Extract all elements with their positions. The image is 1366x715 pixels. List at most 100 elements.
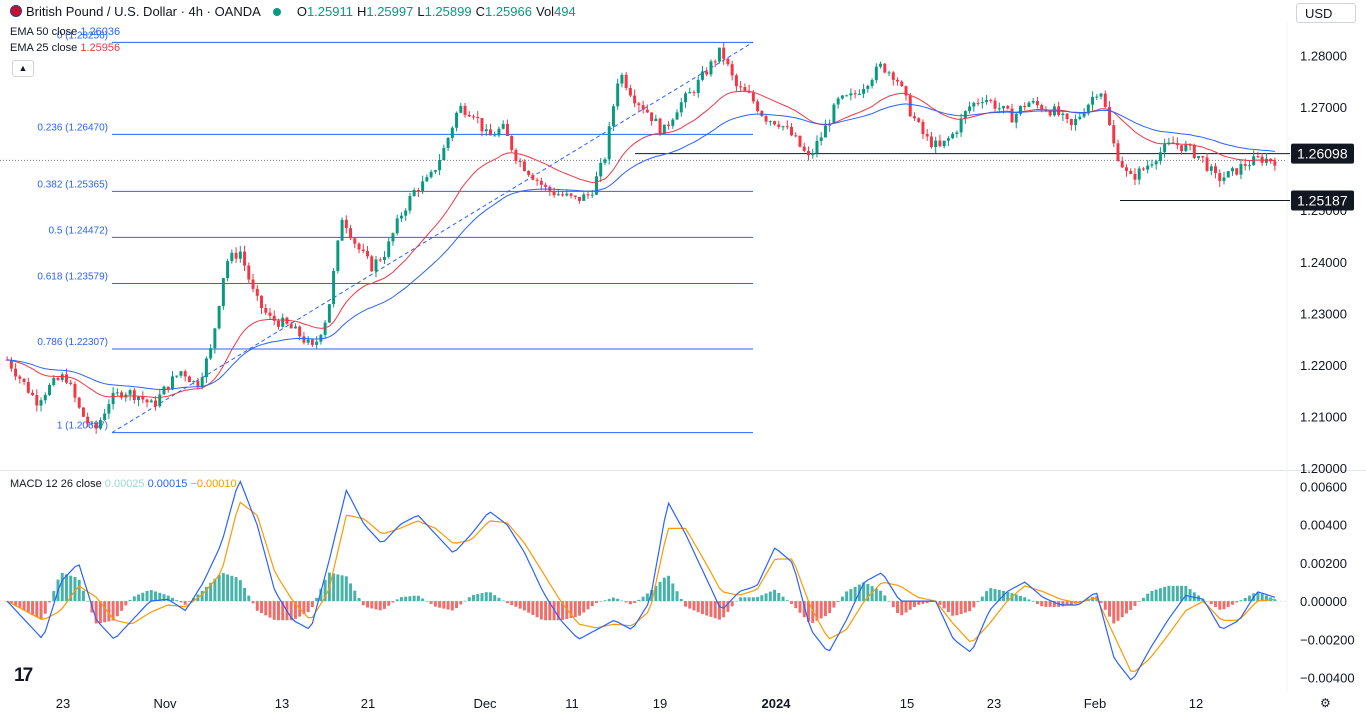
macd-histogram-bar [162, 594, 166, 602]
candle-body [976, 102, 980, 104]
macd-histogram-bar [972, 601, 976, 608]
macd-histogram-bar [268, 601, 272, 618]
candle-body [455, 112, 459, 128]
tradingview-logo[interactable]: 17 [14, 665, 33, 686]
macd-histogram-bar [149, 590, 153, 602]
macd-histogram-bar [887, 601, 891, 602]
macd-histogram-bar [768, 591, 772, 602]
candle-body [692, 92, 696, 94]
candle-body [192, 381, 196, 383]
macd-histogram-bar [650, 589, 654, 602]
macd-histogram-bar [366, 601, 370, 608]
macd-histogram-bar [717, 601, 721, 620]
macd-histogram-bar [293, 601, 297, 619]
macd-histogram-bar [1214, 601, 1218, 607]
volume-label: Vol [535, 4, 555, 19]
macd-histogram-bar [679, 598, 683, 602]
candle-body [412, 190, 416, 197]
macd-axis-tick: 0.00400 [1300, 518, 1347, 533]
candle-body [1099, 93, 1103, 97]
macd-histogram-bar [781, 596, 785, 602]
candle-body [518, 161, 522, 163]
candle-body [1197, 156, 1201, 159]
macd-histogram-bar [696, 601, 700, 613]
candle-body [103, 413, 107, 421]
candle-body [416, 190, 420, 192]
price-axis-tick: 1.24000 [1300, 255, 1347, 270]
candle-body [196, 381, 200, 387]
candle-body [14, 368, 18, 377]
candle-body [247, 265, 251, 280]
macd-histogram-bar [777, 592, 781, 602]
candle-body [624, 74, 628, 89]
candle-body [1218, 173, 1222, 181]
macd-histogram-bar [1078, 601, 1082, 603]
candle-body [1069, 119, 1073, 126]
candle-body [56, 377, 60, 380]
macd-histogram-bar [713, 601, 717, 619]
candle-body [717, 47, 721, 62]
macd-histogram-bar [1048, 601, 1052, 607]
candle-body [48, 384, 52, 395]
macd-histogram-bar [1218, 601, 1222, 610]
currency-selector[interactable]: USD [1296, 3, 1356, 23]
currency-value: USD [1305, 6, 1333, 21]
macd-histogram-bar [115, 601, 119, 617]
macd-histogram-bar [480, 593, 484, 602]
macd-axis-tick: −0.00200 [1300, 632, 1355, 647]
macd-histogram-bar [1006, 591, 1010, 602]
gear-icon[interactable]: ⚙ [1320, 696, 1331, 710]
candle-body [128, 390, 132, 395]
symbol-title[interactable]: British Pound / U.S. Dollar · 4h · OANDA [26, 4, 261, 19]
macd-histogram-bar [505, 601, 509, 604]
candle-body [293, 326, 297, 329]
candle-body [819, 137, 823, 141]
candle-body [722, 47, 726, 59]
candle-body [251, 279, 255, 289]
macd-histogram-bar [310, 601, 314, 607]
candle-body [357, 243, 361, 250]
macd-histogram-bar [493, 595, 497, 602]
candle-body [645, 109, 649, 113]
macd-histogram-bar [518, 601, 522, 609]
macd-histogram-bar [692, 601, 696, 611]
candle-body [578, 196, 582, 201]
macd-histogram-bar [1018, 595, 1022, 602]
candle-body [323, 322, 327, 335]
macd-histogram-bar [1141, 597, 1145, 602]
candle-body [1214, 166, 1218, 174]
candle-body [209, 348, 213, 359]
candle-body [730, 64, 734, 76]
macd-histogram-bar [628, 601, 632, 605]
candle-body [1091, 96, 1095, 105]
macd-histogram-bar [1260, 593, 1264, 602]
candle-body [493, 135, 497, 137]
candle-body [272, 315, 276, 321]
macd-histogram-bar [73, 577, 77, 602]
macd-histogram-bar [1137, 601, 1141, 602]
close-value: 1.25966 [484, 4, 532, 19]
macd-histogram-bar [845, 591, 849, 602]
chevron-up-icon[interactable]: ▲ [12, 60, 34, 77]
candle-body [527, 171, 531, 175]
candle-body [853, 93, 857, 95]
macd-histogram-bar [332, 573, 336, 602]
macd-histogram-bar [836, 601, 840, 603]
macd-legend[interactable]: MACD 12 26 close 0.00025 0.00015 −0.0001… [10, 478, 237, 490]
macd-histogram-bar [832, 601, 836, 608]
macd-histogram-bar [527, 601, 531, 613]
candle-body [870, 80, 874, 86]
candle-body [569, 193, 573, 196]
macd-histogram-bar [1243, 597, 1247, 602]
macd-histogram-bar [1014, 594, 1018, 602]
macd-histogram-bar [14, 601, 18, 606]
candle-body [217, 306, 221, 329]
macd-histogram-bar [722, 601, 726, 618]
candle-body [446, 137, 450, 148]
candle-body [450, 127, 454, 138]
macd-histogram-bar [1154, 589, 1158, 602]
ema50-legend[interactable]: EMA 50 close 1.26036 [10, 26, 120, 38]
ema25-legend[interactable]: EMA 25 close 1.25956 [10, 42, 120, 54]
candle-body [514, 149, 518, 162]
